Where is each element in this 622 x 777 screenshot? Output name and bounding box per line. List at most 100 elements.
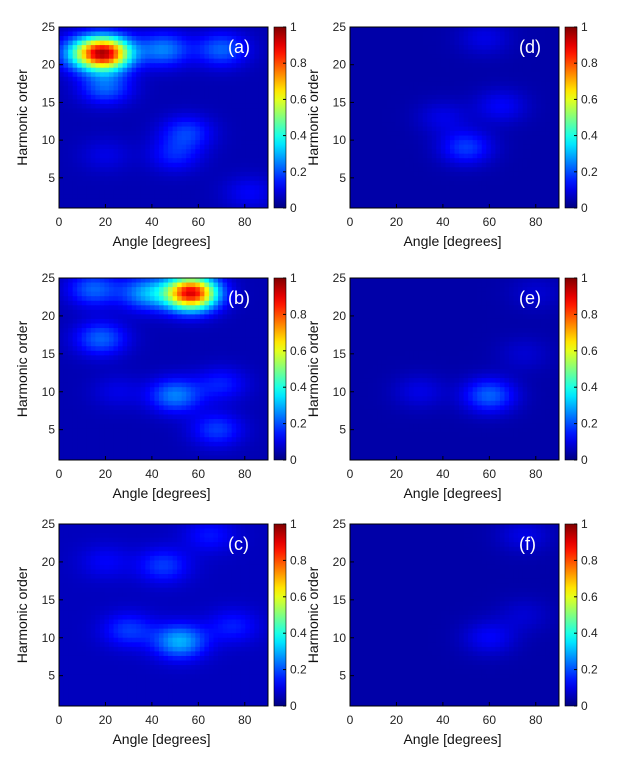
heatmap-cell	[231, 341, 237, 347]
heatmap-cell	[122, 31, 128, 37]
heatmap-cell	[231, 103, 237, 110]
heatmap-cell	[258, 323, 265, 329]
heatmap-cell	[413, 40, 419, 46]
heatmap-cell	[140, 76, 146, 82]
heatmap-cell	[95, 162, 101, 168]
heatmap-cell	[140, 162, 146, 168]
heatmap-cell	[172, 300, 178, 306]
heatmap-cell	[227, 81, 233, 87]
heatmap-cell	[81, 309, 87, 315]
heatmap-cell	[445, 153, 451, 159]
heatmap-cell	[258, 176, 265, 182]
heatmap-cell	[390, 58, 397, 64]
heatmap-cell	[463, 180, 469, 186]
heatmap-cell	[122, 76, 128, 82]
heatmap-cell	[495, 198, 501, 205]
heatmap-cell	[549, 144, 556, 150]
heatmap-cell	[127, 369, 133, 375]
heatmap-cell	[68, 167, 74, 173]
heatmap-cell	[554, 162, 559, 168]
heatmap-cell	[454, 58, 460, 64]
heatmap-cell	[422, 76, 428, 82]
heatmap-cell	[418, 153, 424, 159]
heatmap-cell	[527, 140, 533, 146]
heatmap-cell	[113, 359, 119, 366]
heatmap-cell	[131, 291, 137, 297]
heatmap-cell	[63, 167, 69, 173]
heatmap-cell	[536, 54, 542, 60]
heatmap-cell	[181, 54, 187, 60]
heatmap-cell	[531, 122, 537, 128]
heatmap-cell	[131, 153, 137, 159]
heatmap-cell	[204, 144, 210, 150]
heatmap-cell	[140, 296, 146, 302]
heatmap-cell	[399, 153, 406, 159]
heatmap-cell	[459, 81, 465, 87]
heatmap-cell	[236, 282, 242, 288]
heatmap-cell	[86, 203, 92, 208]
heatmap-cell	[72, 309, 78, 315]
y-axis-label: Harmonic order	[305, 69, 321, 166]
heatmap-cell	[404, 162, 410, 168]
heatmap-cell	[59, 391, 65, 397]
heatmap-cell	[363, 90, 369, 96]
heatmap-cell	[59, 108, 65, 114]
heatmap-cell	[118, 176, 124, 182]
heatmap-cell	[518, 85, 524, 91]
heatmap-cell	[177, 153, 183, 159]
heatmap-cell	[227, 144, 233, 150]
heatmap-cell	[413, 103, 419, 110]
heatmap-cell	[377, 67, 383, 73]
heatmap-cell	[554, 122, 559, 128]
heatmap-cell	[199, 332, 205, 338]
heatmap-cell	[168, 131, 174, 137]
heatmap-cell	[90, 63, 96, 69]
heatmap-cell	[113, 85, 119, 91]
heatmap-cell	[122, 328, 128, 334]
heatmap-cell	[163, 27, 169, 33]
heatmap-cell	[190, 54, 196, 60]
heatmap-cell	[245, 76, 251, 82]
heatmap-cell	[195, 332, 201, 338]
heatmap-cell	[486, 144, 492, 150]
heatmap-cell	[59, 90, 65, 96]
heatmap-cell	[158, 54, 165, 60]
heatmap-cell	[249, 122, 255, 128]
heatmap-cell	[140, 40, 146, 46]
heatmap-cell	[136, 198, 142, 205]
heatmap-cell	[99, 387, 106, 393]
heatmap-cell	[254, 350, 260, 356]
heatmap-cell	[427, 135, 433, 141]
heatmap-cell	[154, 76, 160, 82]
heatmap-cell	[549, 103, 556, 110]
heatmap-cell	[208, 176, 215, 182]
heatmap-cell	[199, 296, 205, 302]
heatmap-cell	[118, 144, 124, 150]
heatmap-cell	[186, 291, 192, 297]
heatmap-cell	[263, 135, 268, 141]
heatmap-cell	[509, 126, 515, 132]
heatmap-cell	[404, 72, 410, 78]
heatmap-cell	[59, 314, 65, 320]
heatmap-cell	[436, 149, 442, 155]
heatmap-cell	[463, 167, 469, 173]
heatmap-cell	[177, 203, 183, 208]
heatmap-cell	[254, 378, 260, 384]
heatmap-cell	[204, 350, 210, 356]
heatmap-cell	[445, 135, 451, 141]
heatmap-cell	[227, 328, 233, 334]
heatmap-cell	[118, 296, 124, 302]
heatmap-cell	[449, 85, 456, 91]
heatmap-cell	[490, 54, 496, 60]
heatmap-cell	[236, 31, 242, 37]
heatmap-cell	[140, 382, 146, 388]
heatmap-cell	[195, 373, 201, 379]
heatmap-cell	[77, 158, 83, 164]
heatmap-cell	[258, 117, 265, 123]
heatmap-cell	[240, 49, 246, 55]
heatmap-cell	[258, 332, 265, 338]
heatmap-cell	[95, 382, 101, 388]
heatmap-cell	[218, 318, 224, 325]
heatmap-cell	[377, 108, 383, 114]
heatmap-cell	[368, 94, 374, 101]
